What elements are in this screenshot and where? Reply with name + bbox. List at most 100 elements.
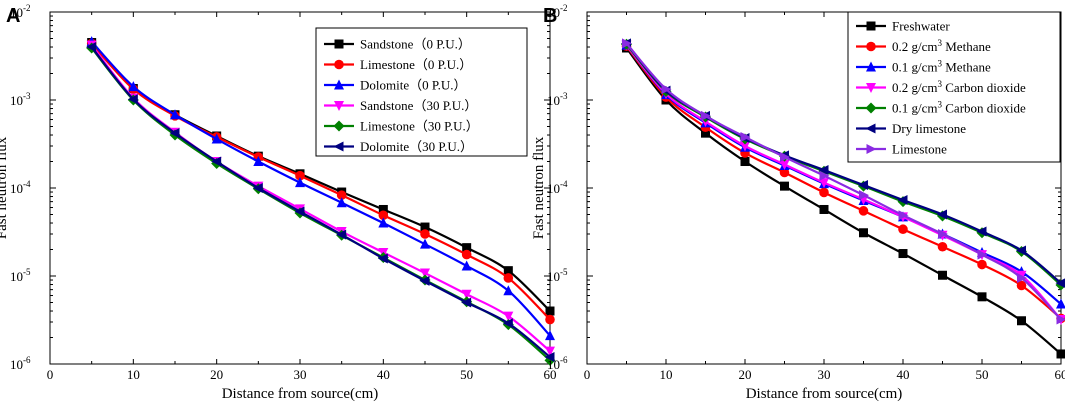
data-point (253, 156, 264, 167)
data-point (701, 128, 710, 138)
y-tick-label: 10-2 (10, 3, 31, 20)
data-point (127, 94, 138, 105)
data-point (740, 141, 750, 152)
legend-box (315, 27, 528, 157)
y-tick-label: 10-2 (547, 3, 568, 20)
data-point (295, 170, 305, 181)
legend-marker (333, 141, 344, 152)
data-point (622, 38, 632, 49)
panel-label: A (6, 5, 20, 27)
data-point (545, 306, 555, 316)
data-point (461, 297, 472, 308)
legend-marker (866, 41, 876, 52)
legend-marker (865, 102, 877, 114)
data-point (128, 81, 139, 92)
y-tick-label: 10-3 (547, 91, 568, 108)
data-point (858, 206, 869, 216)
legend-marker (866, 83, 876, 93)
data-point (937, 241, 948, 252)
data-point (169, 128, 180, 139)
legend-marker (334, 101, 344, 111)
data-point (420, 222, 430, 232)
data-point (211, 133, 222, 144)
y-tick-label: 10-4 (10, 179, 31, 196)
legend-label: Limestone（0 P.U.） (360, 57, 472, 72)
legend-label: Dolomite（30 P.U.） (360, 139, 473, 154)
x-tick-label: 60 (1055, 367, 1065, 382)
x-tick-label: 0 (47, 367, 54, 382)
legend-marker (334, 79, 344, 90)
data-point (420, 229, 430, 239)
data-point (937, 209, 947, 220)
data-point (503, 285, 514, 296)
data-point (898, 224, 908, 235)
legend-label: 0.2 g/cm3 Carbon dioxide (892, 79, 1026, 95)
panel-label: B (543, 5, 557, 27)
legend-label: Dolomite（0 P.U.） (360, 78, 467, 93)
data-point (377, 253, 388, 264)
y-axis-label: Fast neutron flux (531, 136, 547, 239)
data-point (859, 190, 869, 201)
data-point (378, 210, 389, 221)
y-tick-label: 10-4 (547, 179, 568, 196)
x-tick-label: 0 (584, 367, 591, 382)
data-point (858, 180, 868, 191)
data-point (503, 311, 514, 322)
legend-label: 0.1 g/cm3 Carbon dioxide (892, 100, 1026, 116)
data-point (461, 260, 472, 271)
data-point (819, 204, 829, 214)
data-point (819, 187, 829, 198)
data-point (420, 268, 430, 279)
data-point (545, 330, 555, 341)
data-point (1056, 314, 1065, 325)
x-axis-label: Distance from source(cm) (746, 386, 903, 402)
data-point (420, 238, 430, 249)
legend: Sandstone（0 P.U.） Limestone（0 P.U.） Dolomi… (315, 27, 528, 157)
data-point (780, 152, 790, 163)
data-point (977, 249, 988, 260)
y-tick-label: 10-6 (10, 355, 31, 372)
x-tick-label: 30 (294, 367, 307, 382)
data-point (503, 273, 514, 283)
legend-label: 0.2 g/cm3 Methane (892, 38, 991, 54)
y-tick-label: 10-3 (10, 91, 31, 108)
series-5 (86, 42, 555, 363)
data-point (336, 197, 347, 208)
data-point (294, 206, 305, 217)
data-point (859, 228, 868, 238)
data-point (461, 289, 472, 300)
data-point (336, 190, 347, 200)
data-point (779, 167, 790, 178)
data-point (1016, 280, 1027, 291)
data-point (898, 249, 908, 259)
legend-marker (334, 59, 344, 70)
data-point (336, 229, 347, 240)
series-6 (622, 38, 1065, 325)
data-point (1017, 316, 1026, 326)
x-tick-label: 20 (739, 367, 752, 382)
x-tick-label: 50 (976, 367, 989, 382)
panel-b: B0 10 20 30 40 50 6010-610-510-410-310-2Distan… (531, 3, 1065, 402)
data-point (819, 170, 830, 181)
data-point (701, 110, 711, 121)
data-point (295, 177, 305, 188)
data-point (378, 217, 389, 228)
data-point (977, 259, 987, 270)
legend-marker (865, 123, 876, 134)
data-point (818, 165, 829, 176)
legend-marker (866, 144, 877, 154)
data-point (740, 157, 750, 167)
legend-label: Freshwater (892, 19, 950, 34)
legend-marker (334, 39, 344, 49)
data-point (976, 226, 987, 237)
data-point (1056, 298, 1065, 309)
data-point (740, 131, 751, 142)
x-tick-label: 10 (660, 367, 673, 382)
data-point (170, 109, 180, 120)
y-tick-label: 10-5 (10, 267, 31, 284)
x-axis-label: Distance from source(cm) (222, 386, 379, 402)
legend-label: Sandstone（0 P.U.） (360, 37, 471, 52)
data-point (86, 42, 97, 53)
y-tick-label: 10-5 (547, 267, 568, 284)
x-tick-label: 40 (377, 367, 390, 382)
